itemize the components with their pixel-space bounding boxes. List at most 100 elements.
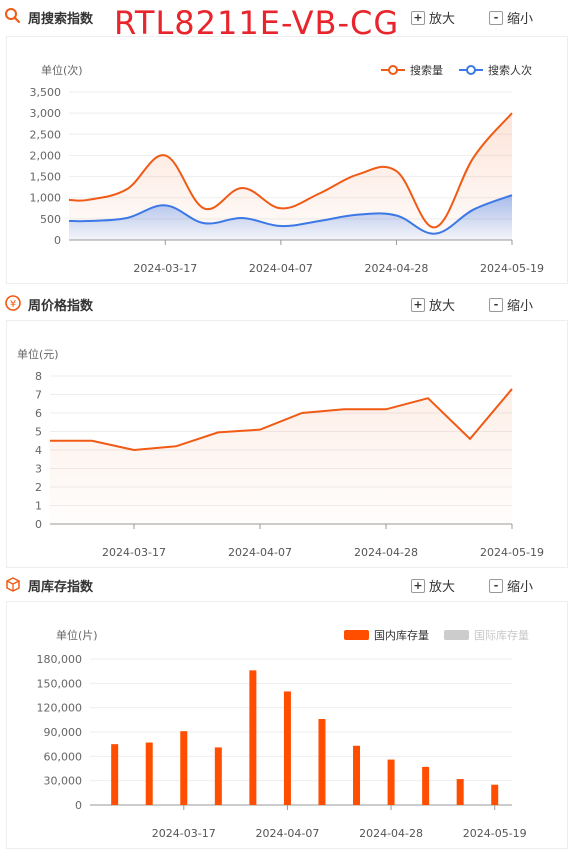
legend-label: 搜索人次 <box>488 63 532 77</box>
x-tick-label: 2024-03-17 <box>133 262 197 275</box>
bar-domestic-stock <box>318 719 326 805</box>
y-tick-label: 3 <box>35 463 42 476</box>
plus-icon: + <box>411 297 425 312</box>
y-tick-label: 3,000 <box>30 107 62 120</box>
price-section-header: ¥ 周价格指数 + 放大 - 缩小 <box>0 293 574 321</box>
series-line <box>68 112 513 229</box>
series-line <box>68 194 513 235</box>
svg-text:¥: ¥ <box>10 299 16 310</box>
stock-section-header: 周库存指数 + 放大 - 缩小 <box>0 574 574 602</box>
y-tick-label: 0 <box>54 234 61 247</box>
y-tick-label: 2,500 <box>30 128 62 141</box>
bar-domestic-stock <box>283 691 291 805</box>
y-tick-label: 2 <box>35 481 42 494</box>
stock-chart: 0 30,000 60,000 90,000 120,000 150,000 180,000… <box>37 628 530 840</box>
legend-swatch <box>444 630 469 640</box>
y-tick-label: 90,000 <box>44 726 83 739</box>
search-section-header: 周搜索指数 + 放大 - 缩小 <box>0 6 574 34</box>
zoom-in-label: 放大 <box>429 580 456 595</box>
x-tick-label: 2024-04-28 <box>359 827 423 840</box>
legend-marker <box>388 65 398 75</box>
y-tick-label: 1,500 <box>30 171 62 184</box>
legend-label: 国际库存量 <box>474 628 529 642</box>
box-icon <box>6 577 20 592</box>
x-tick-label: 2024-03-17 <box>102 546 166 559</box>
y-axis-label: 单位(元) <box>17 347 59 361</box>
stock-section-title: 周库存指数 <box>28 580 94 595</box>
y-tick-label: 2,000 <box>30 149 62 162</box>
plus-icon: + <box>411 578 425 593</box>
minus-icon: - <box>489 297 503 312</box>
y-tick-label: 30,000 <box>44 775 83 788</box>
x-tick-label: 2024-04-28 <box>364 262 428 275</box>
stock-zoom-out-button[interactable]: - 缩小 <box>489 576 533 595</box>
price-section-title: 周价格指数 <box>28 299 94 314</box>
legend-swatch <box>344 630 369 640</box>
zoom-out-label: 缩小 <box>507 580 534 595</box>
x-tick-label: 2024-04-07 <box>255 827 319 840</box>
search-zoom-in-button[interactable]: + 放大 <box>411 8 455 27</box>
stock-zoom-in-button[interactable]: + 放大 <box>411 576 455 595</box>
y-tick-label: 500 <box>40 213 61 226</box>
price-chart-panel: 0 1 2 3 4 5 6 7 8 单位(元) 2024-03-17 2024-04-07 2024-0… <box>6 320 568 568</box>
bar-domestic-stock <box>353 745 361 805</box>
zoom-in-label: 放大 <box>429 12 456 27</box>
bar-domestic-stock <box>111 744 119 805</box>
yen-coin-icon: ¥ <box>5 295 21 311</box>
x-tick-label: 2024-04-07 <box>249 262 313 275</box>
search-chart: 0 500 1,000 1,500 2,000 2,500 3,000 3,500 单位(次) 2… <box>30 63 544 275</box>
bar-domestic-stock <box>180 731 188 805</box>
bar-domestic-stock <box>491 784 499 805</box>
bar-domestic-stock <box>145 742 153 805</box>
y-tick-label: 6 <box>35 407 42 420</box>
x-tick-label: 2024-05-19 <box>480 546 544 559</box>
legend-label: 国内库存量 <box>374 628 429 642</box>
y-tick-label: 1 <box>35 500 42 513</box>
bar-domestic-stock <box>387 759 395 805</box>
x-tick-label: 2024-04-07 <box>228 546 292 559</box>
y-tick-label: 180,000 <box>37 653 83 666</box>
zoom-out-label: 缩小 <box>507 12 534 27</box>
series-area <box>50 388 512 524</box>
bar-domestic-stock <box>214 747 222 805</box>
bar-domestic-stock <box>249 670 257 805</box>
y-tick-label: 0 <box>35 518 42 531</box>
y-tick-label: 0 <box>75 799 82 812</box>
series-line <box>50 388 513 452</box>
x-tick-label: 2024-03-17 <box>152 827 216 840</box>
price-chart: 0 1 2 3 4 5 6 7 8 单位(元) 2024-03-17 2024-04-07 2024-0… <box>17 347 544 559</box>
y-tick-label: 1,000 <box>30 192 62 205</box>
search-chart-panel: 0 500 1,000 1,500 2,000 2,500 3,000 3,500 单位(次) 2… <box>6 36 568 284</box>
legend-label: 搜索量 <box>410 63 443 77</box>
y-axis-label: 单位(次) <box>41 63 83 77</box>
minus-icon: - <box>489 578 503 593</box>
minus-icon: - <box>489 10 503 25</box>
y-axis-label: 单位(片) <box>56 628 98 642</box>
price-zoom-out-button[interactable]: - 缩小 <box>489 295 533 314</box>
y-tick-label: 4 <box>35 444 42 457</box>
x-tick-label: 2024-05-19 <box>463 827 527 840</box>
price-zoom-in-button[interactable]: + 放大 <box>411 295 455 314</box>
plus-icon: + <box>411 10 425 25</box>
search-section-title: 周搜索指数 <box>28 12 94 27</box>
y-tick-label: 150,000 <box>37 677 83 690</box>
stock-chart-panel: 0 30,000 60,000 90,000 120,000 150,000 180,000… <box>6 601 568 849</box>
y-tick-label: 60,000 <box>44 750 83 763</box>
series-area <box>69 195 512 240</box>
product-title: RTL8211E-VB-CG <box>114 4 400 42</box>
y-tick-label: 120,000 <box>37 702 83 715</box>
x-tick-label: 2024-05-19 <box>480 262 544 275</box>
zoom-in-label: 放大 <box>429 299 456 314</box>
bar-domestic-stock <box>456 779 464 805</box>
x-tick-label: 2024-04-28 <box>354 546 418 559</box>
y-tick-label: 7 <box>35 389 42 402</box>
y-tick-label: 3,500 <box>30 86 62 99</box>
bar-domestic-stock <box>422 766 430 805</box>
zoom-out-label: 缩小 <box>507 299 534 314</box>
search-zoom-out-button[interactable]: - 缩小 <box>489 8 533 27</box>
y-tick-label: 8 <box>35 370 42 383</box>
series-area <box>69 113 512 240</box>
search-icon <box>5 8 21 24</box>
y-tick-label: 5 <box>35 426 42 439</box>
legend-marker <box>466 65 476 75</box>
